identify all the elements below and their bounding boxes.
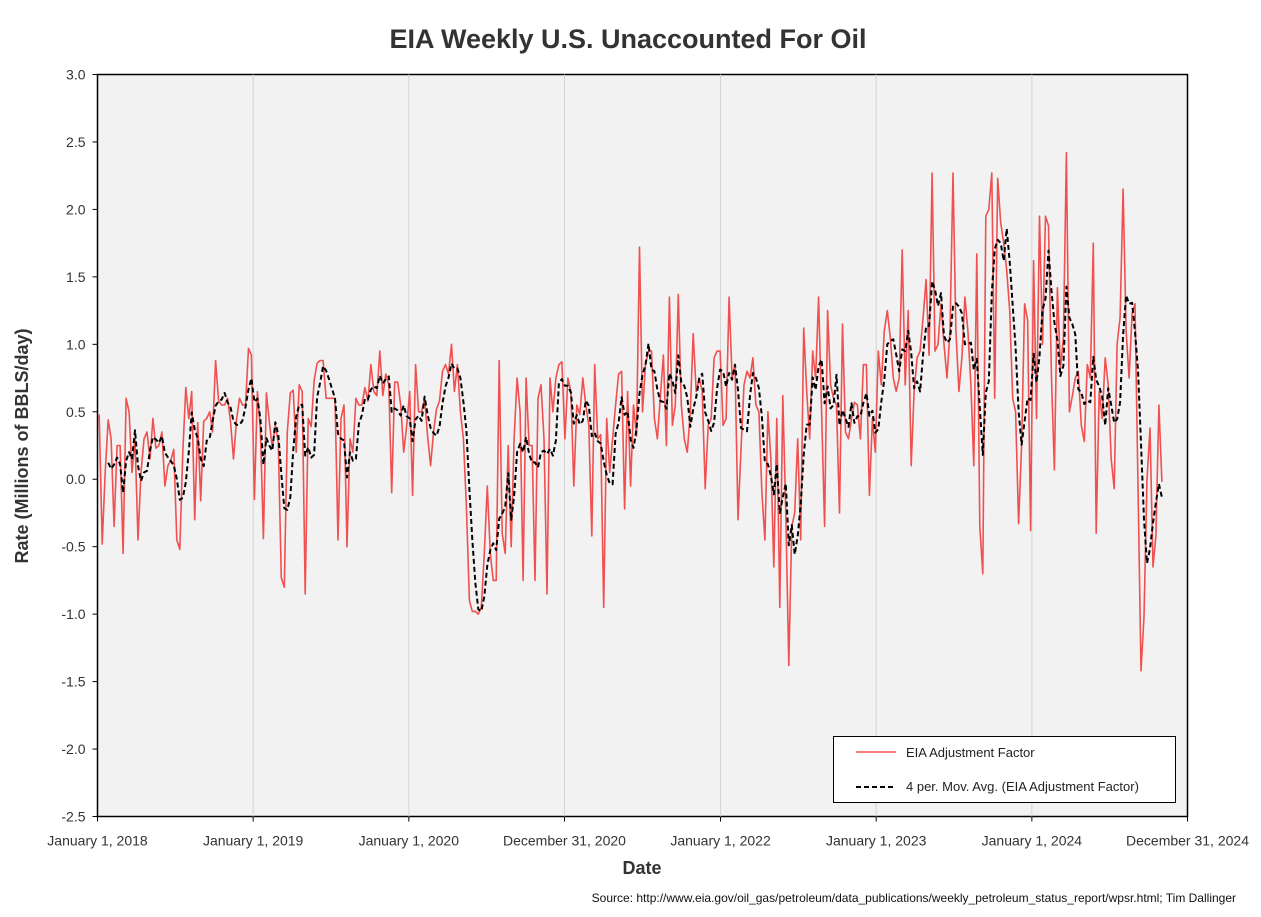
series-line-moving-average [107,227,1163,613]
chart-title: EIA Weekly U.S. Unaccounted For Oil [389,24,866,54]
x-tick-label: January 1, 2022 [670,833,771,849]
y-tick-label: 0.0 [66,471,86,487]
source-note: Source: http://www.eia.gov/oil_gas/petro… [592,891,1236,905]
y-tick-label: 0.5 [66,404,86,420]
x-tick-label: January 1, 2018 [47,833,148,849]
x-tick-label: December 31, 2024 [1126,833,1249,849]
y-tick-label: 1.0 [66,336,86,352]
legend-label-moving-average: 4 per. Mov. Avg. (EIA Adjustment Factor) [906,779,1139,794]
y-tick-label: -1.5 [61,674,85,690]
x-tick-label: January 1, 2024 [982,833,1083,849]
y-tick-label: -2.0 [61,741,85,757]
y-tick-label: -1.0 [61,606,85,622]
x-axis-label: Date [622,858,661,878]
y-tick-label: 2.5 [66,134,86,150]
x-axis-ticks: January 1, 2018 January 1, 2019 January 1,… [47,816,1249,849]
y-axis-label: Rate (Millions of BBLS/day) [12,328,32,563]
series-lines [98,151,1163,672]
legend: EIA Adjustment Factor 4 per. Mov. Avg. (… [833,736,1176,803]
legend-label-adjustment-factor: EIA Adjustment Factor [906,745,1035,760]
y-tick-label: -0.5 [61,539,85,555]
x-tick-label: January 1, 2020 [359,833,460,849]
y-tick-label: 3.0 [66,67,86,83]
y-axis-ticks: -2.5 -2.0 -1.5 -1.0 -0.5 0.0 0.5 1.0 1.5 2.0 2.5 3.… [61,67,98,825]
x-tick-label: January 1, 2019 [203,833,304,849]
y-tick-label: 2.0 [66,201,86,217]
y-tick-label: 1.5 [66,269,86,285]
y-tick-label: -2.5 [61,809,85,825]
legend-box [833,736,1176,803]
x-tick-label: January 1, 2023 [826,833,927,849]
series-line-adjustment-factor [98,151,1163,672]
x-tick-label: December 31, 2020 [503,833,626,849]
